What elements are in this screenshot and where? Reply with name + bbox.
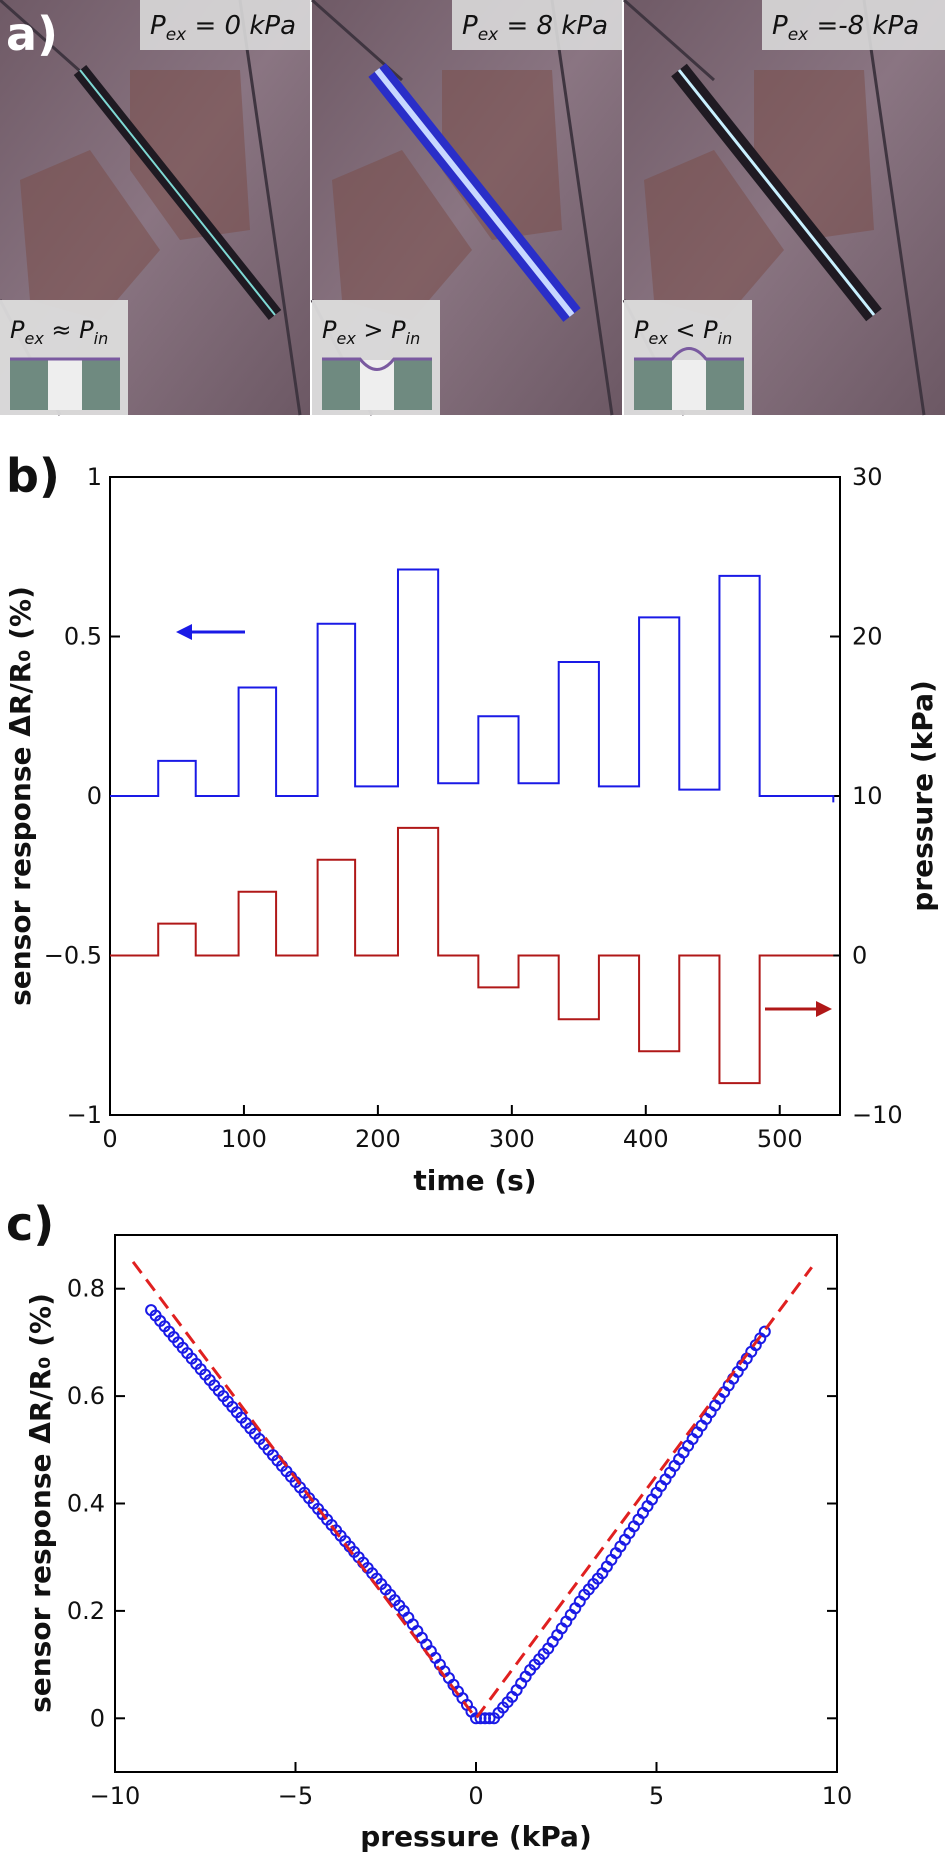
ytick-label: 0.2 [67,1597,105,1625]
xtick-label: 5 [649,1782,664,1810]
xtick-label: 300 [489,1125,535,1153]
inset-equal: Pex ≈ Pin [0,300,128,415]
y2tick-label: 10 [852,782,883,810]
svg-text:Pex ≈ Pin: Pex ≈ Pin [10,316,108,348]
inset-greater: Pex > Pin [312,300,440,415]
svg-text:Pex < Pin: Pex < Pin [634,316,732,348]
svg-text:Pex =-8 kPa: Pex =-8 kPa [772,11,919,45]
pressure-symbol: P [462,11,478,41]
ytick-label: 0.6 [67,1382,105,1410]
xtick-label: −10 [90,1782,141,1810]
ytick-label: 0.5 [64,623,102,651]
ytick-label: 0 [90,1704,105,1732]
xtick-label: −5 [278,1782,313,1810]
xtick-label: 0 [102,1125,117,1153]
panel-a-label: a) [6,7,58,61]
panel-c: c) −10 −5 0 5 10 0 0.2 0.4 0.6 0.8 pressure (kPa)… [6,1197,852,1853]
svg-text:Pex = 0 kPa: Pex = 0 kPa [150,11,296,45]
svg-text:Pex > Pin: Pex > Pin [322,316,420,348]
panel-b: b) 0 100 200 300 400 500 −1 −0.5 0 0.5 1 −10 0 10 20 30… [4,449,939,1197]
plot-b-ticks: 0 100 200 300 400 500 −1 −0.5 0 0.5 1 −10 0 10 20 30 [44,463,903,1153]
pressure-symbol: P [772,11,788,41]
y2tick-label: 20 [852,623,883,651]
xtick-label: 100 [221,1125,267,1153]
condition-label-8: Pex = 8 kPa [452,0,622,50]
y2tick-label: 0 [852,942,867,970]
ytick-label: 1 [87,463,102,491]
sensor-series [110,568,835,803]
panel-a: a) Pex = 0 kPa Pex = 8 kPa Pex =-8 kPa P… [0,0,945,416]
xtick-label: 10 [822,1782,853,1810]
left-axis-arrow [176,624,245,640]
ytick-label: 0.8 [67,1275,105,1303]
ytick-label: −1 [67,1101,102,1129]
data-point [483,1712,496,1725]
plot-c-ticks: −10 −5 0 5 10 0 0.2 0.4 0.6 0.8 [67,1275,852,1810]
condition-label-0: Pex = 0 kPa [140,0,310,50]
pressure-symbol: P [150,11,166,41]
condition-value: = 8 kPa [498,11,608,41]
xtick-label: 400 [623,1125,669,1153]
ytick-label: 0 [87,782,102,810]
plot-b-y2label: pressure (kPa) [906,680,939,912]
plot-c-xlabel: pressure (kPa) [360,1820,592,1853]
y2tick-label: −10 [852,1101,903,1129]
condition-value: = 0 kPa [186,11,296,41]
panel-b-label: b) [6,449,60,503]
right-axis-arrow [765,1001,832,1017]
pressure-subscript: ex [788,25,809,45]
membrane-down [322,357,432,371]
condition-label-minus8: Pex =-8 kPa [762,0,945,50]
fit-line [131,1260,813,1721]
data-point [758,1325,771,1338]
panel-c-label: c) [6,1197,54,1251]
membrane-up [634,347,744,361]
y2tick-label: 30 [852,463,883,491]
xtick-label: 0 [468,1782,483,1810]
pressure-series [110,826,834,1085]
ytick-label: 0.4 [67,1490,105,1518]
pressure-subscript: ex [478,25,499,45]
plot-c-frame [114,1234,838,1773]
plot-b-xlabel: time (s) [413,1164,536,1197]
plot-c-series [131,1260,813,1725]
svg-text:Pex = 8 kPa: Pex = 8 kPa [462,11,608,45]
xtick-label: 200 [355,1125,401,1153]
condition-value: =-8 kPa [808,11,919,41]
plot-b-ylabel: sensor response ΔR/R₀ (%) [4,586,37,1006]
xtick-label: 500 [757,1125,803,1153]
inset-less: Pex < Pin [624,300,752,415]
ytick-label: −0.5 [44,942,102,970]
pressure-subscript: ex [166,25,187,45]
plot-c-ylabel: sensor response ΔR/R₀ (%) [24,1293,57,1713]
plot-b-series [110,568,835,1085]
